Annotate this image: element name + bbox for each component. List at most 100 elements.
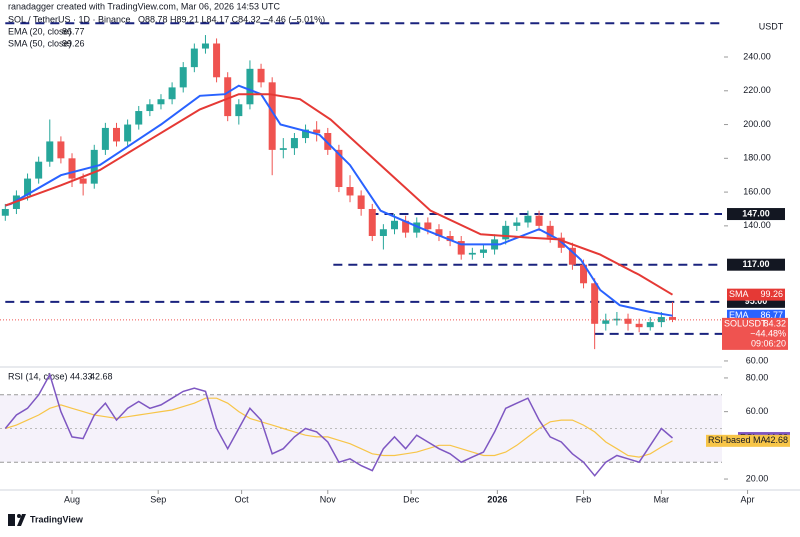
candle-body: [413, 222, 421, 233]
candle-body: [402, 220, 410, 233]
y-tick-label: 220.00: [743, 85, 771, 95]
candle-body: [290, 138, 298, 149]
candle-body: [613, 318, 621, 321]
logo-shape: [17, 514, 21, 518]
candle-body: [190, 48, 198, 68]
candle-body: [1, 208, 9, 216]
x-tick-label: Nov: [320, 494, 337, 504]
rsi-line: [4, 372, 673, 477]
rsi-ma-line: [5, 397, 673, 458]
candle-body: [391, 220, 398, 230]
y-tick-label: 240.00: [743, 51, 771, 61]
candle-body: [446, 235, 454, 242]
candle-body: [35, 161, 43, 179]
rsi-ma-legend-value: 42.68: [90, 371, 113, 381]
candle-body: [513, 222, 521, 226]
symbol-title: SOL / TetherUS · 1D · Binance: [8, 14, 131, 24]
sma-legend-value: 99.26: [62, 38, 85, 48]
candle-body: [101, 127, 109, 150]
candle-body: [179, 67, 187, 88]
countdown: 09:06:20: [751, 338, 786, 348]
y-tick-label: 200.00: [743, 119, 771, 129]
sma-legend: SMA (50, close): [8, 38, 72, 48]
candle-body: [657, 317, 665, 323]
brand-logo: TradingView: [8, 514, 84, 526]
brand: TradingView: [30, 514, 84, 524]
candle-body: [535, 215, 543, 226]
y-tick-label: 180.00: [743, 153, 771, 163]
candle-body: [246, 68, 254, 105]
candle-body: [213, 43, 221, 78]
x-tick-label: Feb: [576, 494, 592, 504]
candle-body: [457, 241, 465, 255]
y-tick-label: 60.00: [746, 355, 769, 365]
x-tick-label: Sep: [150, 494, 166, 504]
candle-body: [24, 178, 32, 196]
x-tick-label: Aug: [64, 494, 80, 504]
candle-body: [646, 322, 654, 328]
level-label-box: [727, 208, 785, 221]
ema-value: 86.77: [760, 310, 783, 320]
candle-body: [502, 225, 510, 240]
rsi-ma-label-box: [706, 434, 790, 447]
rsi-tick-label: 80.00: [746, 372, 769, 382]
candle-body: [57, 141, 65, 159]
candle-body: [591, 283, 599, 324]
candle-body: [546, 225, 554, 238]
x-tick-label: Dec: [403, 494, 420, 504]
candle-body: [580, 264, 588, 284]
candle-body: [324, 132, 332, 150]
rsi-ma-label-value: 42.68: [765, 435, 788, 445]
candle-body: [68, 158, 76, 179]
last-price-name: SOLUSDT: [724, 318, 767, 328]
candle-body: [168, 87, 176, 100]
candle-body: [568, 247, 576, 265]
level-label: 95.00: [745, 296, 768, 306]
candle-body: [46, 141, 54, 162]
candle-body: [224, 77, 232, 117]
ema-name: EMA: [729, 310, 749, 320]
change: −44.48%: [750, 328, 786, 338]
candle-body: [468, 252, 476, 255]
candle-body: [157, 99, 165, 105]
candle-body: [79, 178, 87, 184]
header: ranadagger created with TradingView.com,…: [8, 1, 280, 11]
candle-body: [624, 318, 632, 324]
candle-body: [268, 82, 276, 150]
candle-body: [135, 111, 143, 125]
sma-box: [727, 288, 785, 301]
candle-body: [479, 249, 487, 253]
x-tick-label: 2026: [487, 494, 507, 504]
sma-name: SMA: [729, 289, 749, 299]
rsi-tick-label: 60.00: [746, 406, 769, 416]
y-tick-label: 160.00: [743, 186, 771, 196]
y-unit: USDT: [759, 21, 784, 31]
candle-body: [357, 195, 365, 209]
last-price-value: 84.32: [763, 318, 786, 328]
candle-body: [124, 124, 132, 142]
candle-body: [435, 229, 443, 236]
y-tick-label: 140.00: [743, 220, 771, 230]
last-price-box: [722, 317, 788, 350]
rsi-tick-label: 20.00: [746, 473, 769, 483]
ema-legend-value: 86.77: [62, 26, 85, 36]
rsi-ma-label-name: RSI-based MA: [708, 435, 767, 445]
level-label: 147.00: [742, 208, 770, 218]
candle-body: [279, 148, 287, 150]
candle-body: [424, 222, 432, 230]
candle-body: [524, 215, 532, 223]
candle-body: [113, 127, 120, 142]
x-tick-label: Apr: [741, 494, 755, 504]
x-tick-label: Oct: [235, 494, 250, 504]
candle-body: [346, 187, 354, 196]
candle-body: [313, 129, 321, 133]
candle-body: [257, 68, 265, 83]
candle-body: [379, 229, 387, 236]
ohlc: O88.78 H89.21 L84.17 C84.32 −4.46 (−5.01…: [138, 14, 325, 24]
candle-body: [146, 104, 154, 112]
candle-body: [368, 208, 376, 236]
level-label-box: [727, 258, 785, 271]
candle-body: [235, 104, 243, 117]
